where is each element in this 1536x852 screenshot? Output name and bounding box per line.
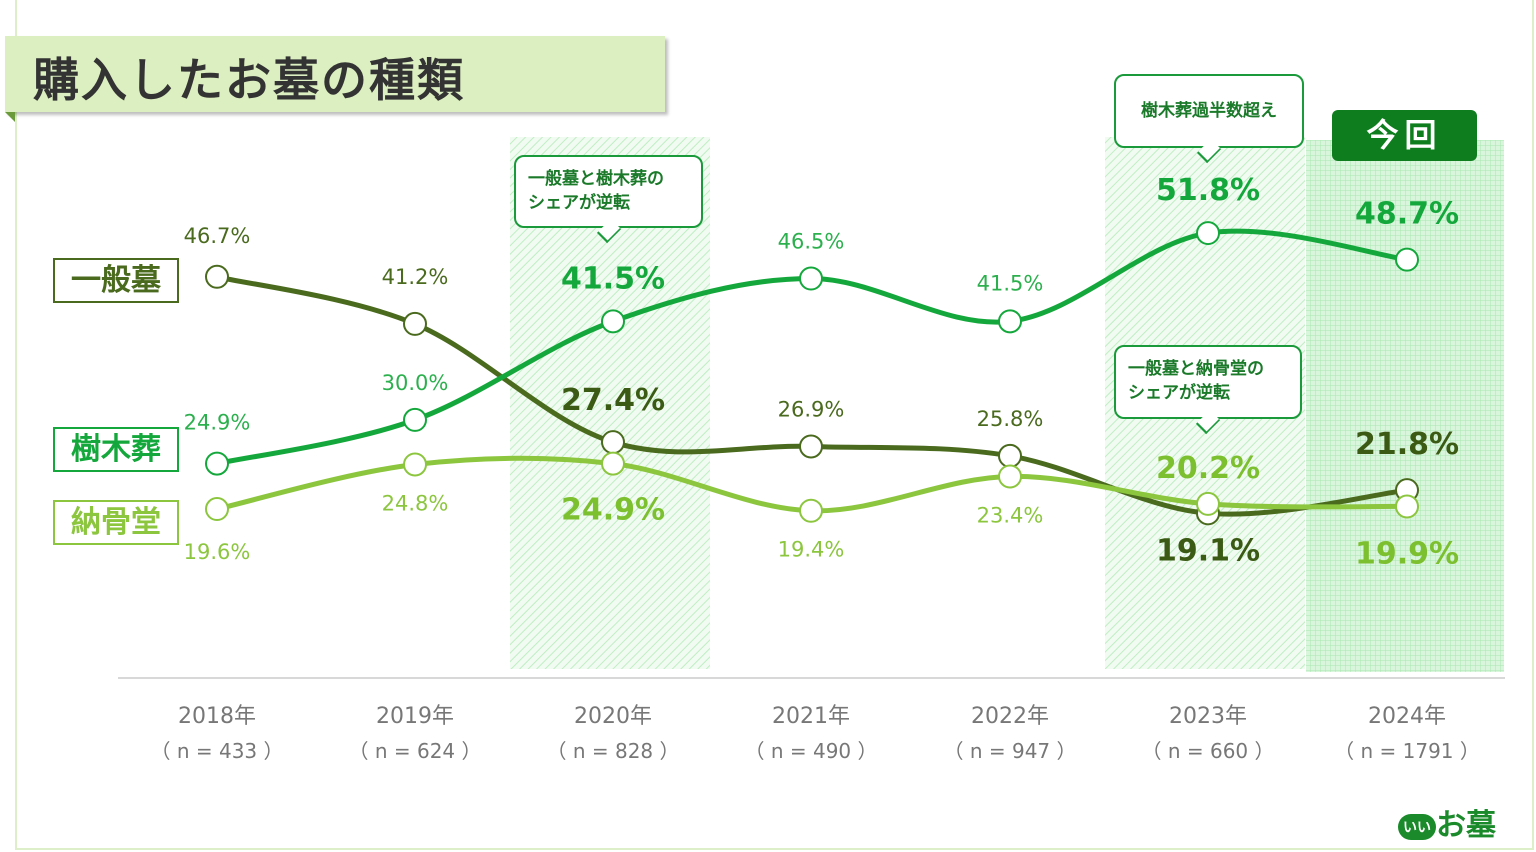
x-tick-label: 2020年 <box>574 704 652 729</box>
data-point-納骨堂-2023年 <box>1196 491 1220 516</box>
data-point-一般墓-2022年 <box>998 443 1022 468</box>
chart-title: 購入したお墓の種類 <box>33 53 465 107</box>
data-point-納骨堂-2024年 <box>1395 494 1419 519</box>
data-point-樹木葬-2023年 <box>1196 221 1220 246</box>
legend-ippanbo: 一般墓 <box>53 258 179 303</box>
data-point-一般墓-2018年 <box>205 264 229 289</box>
data-point-納骨堂-2020年 <box>601 451 625 476</box>
data-point-一般墓-2021年 <box>799 434 823 459</box>
data-label-一般墓-2020年: 27.4% <box>561 383 665 418</box>
x-tick-label: 2024年 <box>1368 704 1446 729</box>
data-label-樹木葬-2019年: 30.0% <box>382 371 449 395</box>
data-label-樹木葬-2023年: 51.8% <box>1156 173 1260 208</box>
data-label-樹木葬-2021年: 46.5% <box>778 229 845 253</box>
legend-nokotsudo: 納骨堂 <box>53 500 179 545</box>
legend-jumokuso: 樹木葬 <box>53 427 179 472</box>
x-tick-sample-size: （ n = 624 ） <box>348 739 481 763</box>
data-point-納骨堂-2018年 <box>205 497 229 522</box>
data-label-一般墓-2018年: 46.7% <box>184 224 251 248</box>
data-label-樹木葬-2022年: 41.5% <box>977 271 1044 295</box>
logo-mark: いい <box>1398 813 1436 840</box>
data-point-樹木葬-2020年 <box>601 309 625 334</box>
data-label-納骨堂-2023年: 20.2% <box>1156 451 1260 486</box>
chart-frame <box>15 0 1534 850</box>
data-point-納骨堂-2021年 <box>799 498 823 523</box>
x-tick-label: 2023年 <box>1169 704 1247 729</box>
x-tick-sample-size: （ n = 828 ） <box>546 739 679 763</box>
data-label-一般墓-2024年: 21.8% <box>1355 427 1459 462</box>
x-tick-sample-size: （ n = 660 ） <box>1141 739 1274 763</box>
logo-text: お墓 <box>1436 808 1496 843</box>
callout-majority-2023: 樹木葬過半数超え <box>1114 74 1304 148</box>
data-point-納骨堂-2019年 <box>403 452 427 477</box>
data-point-一般墓-2019年 <box>403 311 427 336</box>
data-label-樹木葬-2018年: 24.9% <box>184 411 251 435</box>
data-point-樹木葬-2019年 <box>403 407 427 432</box>
data-point-一般墓-2020年 <box>601 430 625 455</box>
data-label-納骨堂-2019年: 24.8% <box>382 491 449 515</box>
data-label-一般墓-2023年: 19.1% <box>1156 533 1260 568</box>
data-point-樹木葬-2018年 <box>205 451 229 476</box>
data-label-一般墓-2019年: 41.2% <box>382 265 449 289</box>
x-tick-label: 2021年 <box>772 704 850 729</box>
data-label-納骨堂-2020年: 24.9% <box>561 493 665 528</box>
x-tick-sample-size: （ n = 490 ） <box>744 739 877 763</box>
chart-title-banner: 購入したお墓の種類 <box>5 36 665 112</box>
x-tick-label: 2019年 <box>376 704 454 729</box>
data-label-納骨堂-2022年: 23.4% <box>977 503 1044 527</box>
data-point-樹木葬-2024年 <box>1395 247 1419 272</box>
data-label-一般墓-2022年: 25.8% <box>977 407 1044 431</box>
x-tick-label: 2022年 <box>971 704 1049 729</box>
callout-reversal-2023: 一般墓と納骨堂の シェアが逆転 <box>1114 345 1302 419</box>
data-label-一般墓-2021年: 26.9% <box>778 397 845 421</box>
callout-reversal-2020: 一般墓と樹木葬の シェアが逆転 <box>514 155 703 228</box>
data-label-納骨堂-2021年: 19.4% <box>778 538 845 562</box>
data-label-納骨堂-2018年: 19.6% <box>184 540 251 564</box>
highlight-band-2024年 <box>1306 140 1504 672</box>
data-label-樹木葬-2024年: 48.7% <box>1355 197 1459 232</box>
data-label-樹木葬-2020年: 41.5% <box>561 261 665 296</box>
data-label-納骨堂-2024年: 19.9% <box>1355 536 1459 571</box>
x-tick-sample-size: （ n = 433 ） <box>150 739 283 763</box>
data-point-納骨堂-2022年 <box>998 464 1022 489</box>
x-tick-sample-size: （ n = 947 ） <box>943 739 1076 763</box>
title-banner-fold <box>5 112 15 122</box>
current-survey-badge: 今回 <box>1332 110 1477 161</box>
brand-logo: いい お墓 <box>1398 800 1496 844</box>
data-point-樹木葬-2021年 <box>799 266 823 291</box>
x-tick-label: 2018年 <box>178 704 256 729</box>
x-tick-sample-size: （ n = 1791 ） <box>1334 739 1480 763</box>
data-point-樹木葬-2022年 <box>998 309 1022 334</box>
